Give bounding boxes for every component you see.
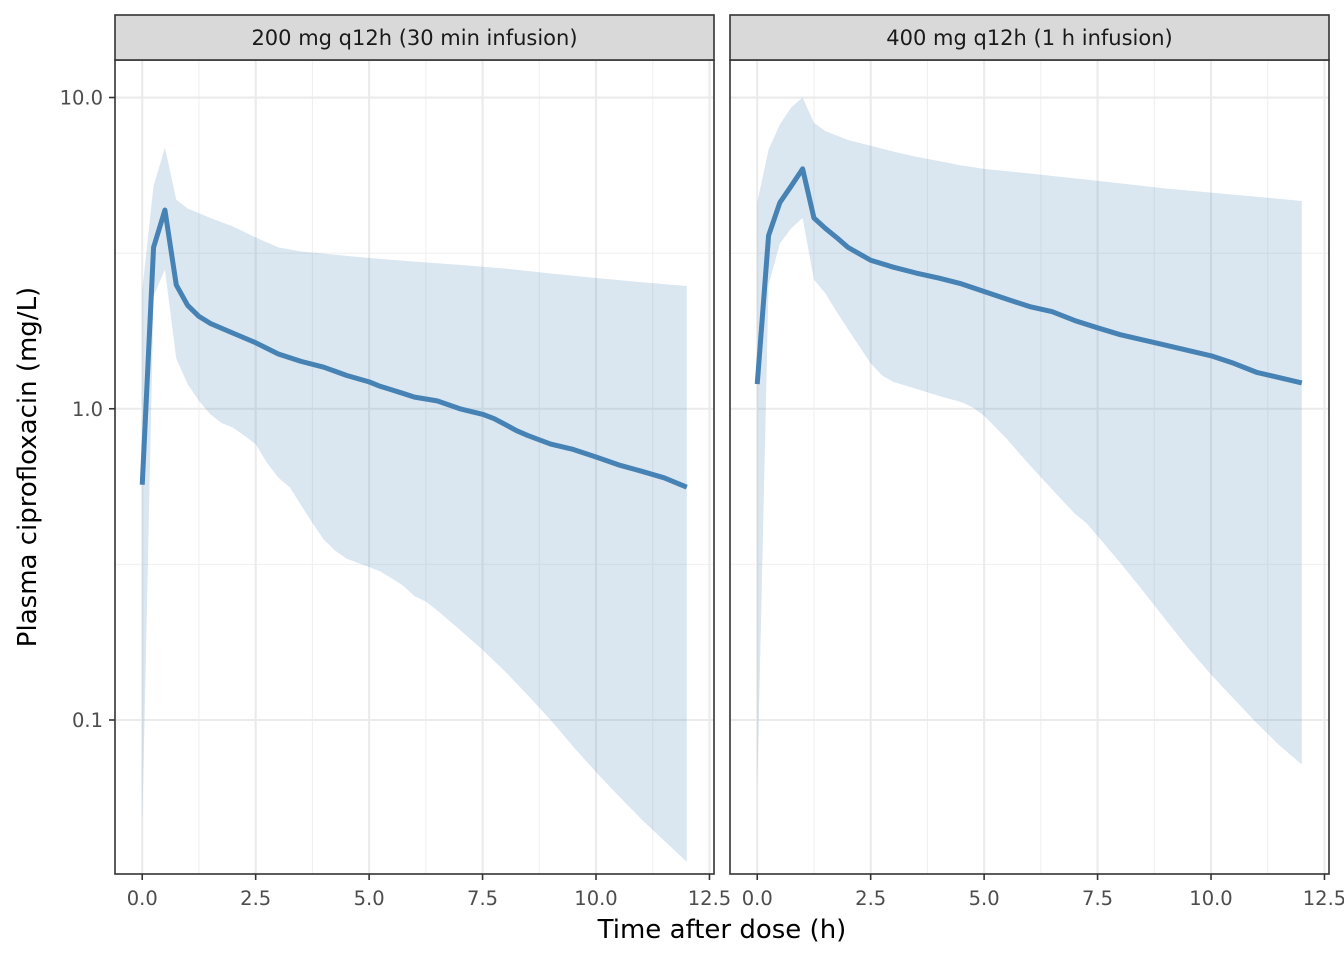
median-concentration-line <box>754 166 1303 386</box>
panel-1: 200 mg q12h (30 min infusion) 0.0 2.5 5.0 7.… <box>60 14 731 910</box>
x-tick-label: 12.5 <box>688 887 731 910</box>
x-tick-label: 7.5 <box>1082 887 1113 910</box>
x-tick-label: 7.5 <box>467 887 498 910</box>
facet-panels: 200 mg q12h (30 min infusion) 0.0 2.5 5.0 7.… <box>60 14 1344 910</box>
facet-strip-label: 400 mg q12h (1 h infusion) <box>886 26 1172 50</box>
prediction-interval-band <box>142 147 687 862</box>
x-tick-label: 10.0 <box>1189 887 1232 910</box>
facet-strip-label: 200 mg q12h (30 min infusion) <box>251 26 577 50</box>
panel-2: 400 mg q12h (1 h infusion) 0.0 2.5 5.0 7.5 10… <box>729 14 1344 910</box>
y-tick-label: 0.1 <box>72 709 103 732</box>
x-tick-label: 2.5 <box>855 887 886 910</box>
panel-background <box>115 60 714 874</box>
panel-background <box>730 60 1329 874</box>
prediction-interval-band <box>757 97 1302 790</box>
x-tick-label: 5.0 <box>969 887 1000 910</box>
x-tick-label: 5.0 <box>354 887 385 910</box>
y-tick-label: 10.0 <box>60 87 103 110</box>
facet-strip <box>729 14 1330 61</box>
facet-strip <box>114 14 715 61</box>
median-concentration-line <box>139 207 688 490</box>
x-axis-label: Time after dose (h) <box>597 915 847 945</box>
x-tick-label: 10.0 <box>574 887 617 910</box>
x-tick-label: 12.5 <box>1303 887 1344 910</box>
x-tick-label: 2.5 <box>240 887 271 910</box>
x-tick-label: 0.0 <box>127 887 158 910</box>
y-tick-label: 1.0 <box>72 398 103 421</box>
y-axis-label: Plasma ciprofloxacin (mg/L) <box>13 287 43 647</box>
x-tick-label: 0.0 <box>742 887 773 910</box>
